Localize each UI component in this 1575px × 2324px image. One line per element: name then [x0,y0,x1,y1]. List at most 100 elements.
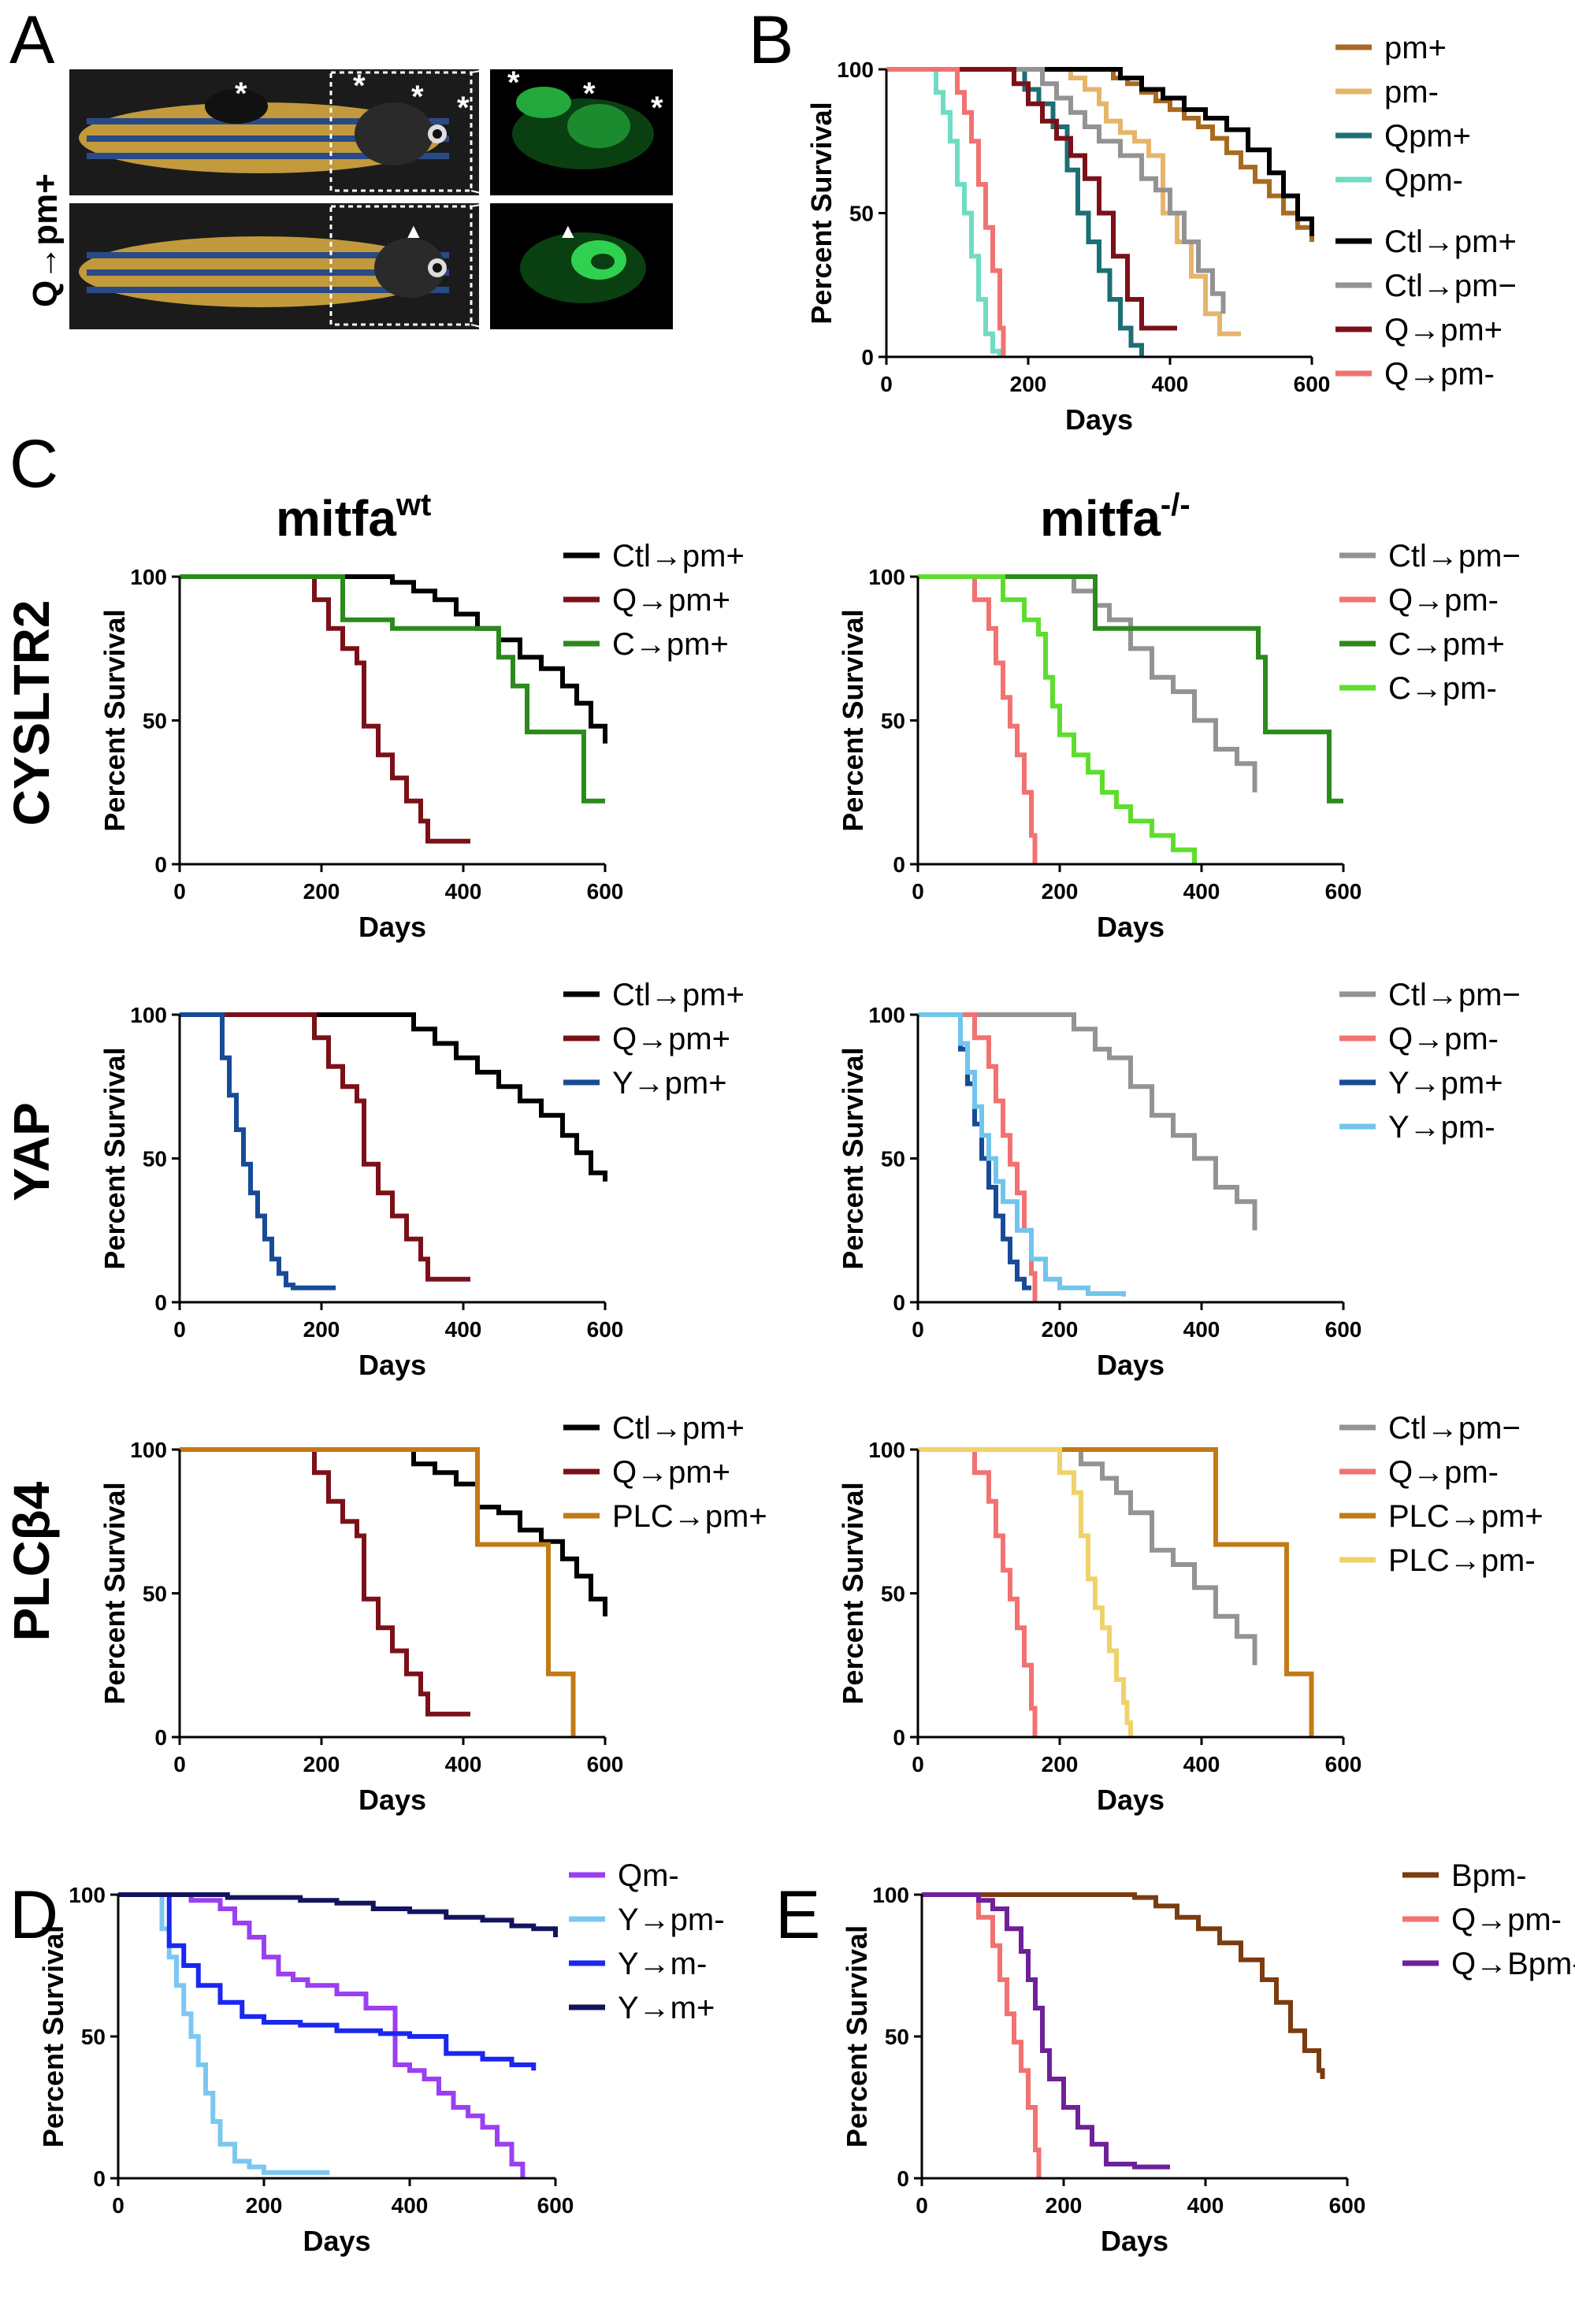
chart-b-legend-label: pm- [1384,75,1439,110]
panel-c-letter: C [9,426,58,502]
chart-b-legend-label: pm+ [1384,31,1447,65]
chart-c-yap-wt-x-tick-label: 400 [445,1317,482,1342]
chart-c-plcb4-wt-x-tick-label: 200 [303,1752,340,1776]
chart-c-yap-wt-legend-label: Q→pm+ [612,1022,730,1056]
column-header-wt: mitfawt [276,488,431,547]
chart-c-yap-wt-x-axis-title: Days [358,1349,426,1381]
chart-b-legend-label: Q→pm- [1384,357,1495,392]
chart-d-x-axis-title: Days [303,2225,370,2257]
panel-e-letter: E [775,1877,820,1953]
chart-c-plcb4-mut-x-tick-label: 200 [1042,1752,1079,1776]
chart-c-yap-mut-x-tick-label: 600 [1325,1317,1362,1342]
chart-d-legend-label: Y→m+ [618,1991,715,2025]
chart-b-series-line-7 [886,67,1006,357]
chart-c-cysltr2-wt-x-axis-title: Days [358,911,426,943]
chart-d-y-axis-title: Percent Survival [37,1925,69,2148]
asterisk-marker: * [457,91,470,125]
chart-b-x-tick-label: 200 [1010,372,1047,396]
chart-e-series-line-0 [922,1892,1325,2079]
chart-c-plcb4-wt-y-tick-label: 50 [143,1582,167,1606]
chart-c-yap-wt-x-tick-label: 200 [303,1317,340,1342]
panel-a-letter: A [9,2,55,78]
chart-c-cysltr2-mut-legend-label: C→pm+ [1388,627,1505,662]
chart-c-plcb4-mut-y-tick-label: 100 [868,1438,905,1462]
chart-d-series-line-0 [118,1892,526,2178]
chart-b-x-axis-title: Days [1065,403,1133,436]
chart-c-plcb4-wt-x-tick-label: 0 [173,1752,186,1776]
chart-c-cysltr2-wt-legend-label: Q→pm+ [612,583,730,618]
chart-d-series-line-2 [118,1892,537,2071]
chart-b-legend-label: Ctl→pm− [1384,269,1517,303]
chart-c-plcb4-mut-x-axis-title: Days [1097,1784,1165,1816]
chart-b-series-line-1 [886,67,1241,336]
chart-c-cysltr2-wt-series-line-2 [180,574,605,804]
chart-b-legend-label: Ctl→pm+ [1384,225,1517,259]
chart-b-series-line-3 [886,67,1002,357]
chart-c-cysltr2-mut-x-tick-label: 0 [912,879,924,904]
arrowhead-marker: ▲ [403,219,424,243]
chart-c-cysltr2-wt-x-tick-label: 0 [173,879,186,904]
column-header-superscript: -/- [1161,488,1191,522]
chart-c-plcb4-mut-series-line-3 [918,1447,1133,1737]
chart-c-cysltr2-wt-x-tick-label: 200 [303,879,340,904]
chart-c-cysltr2-wt-y-tick-label: 100 [130,565,167,589]
chart-b-x-tick-label: 0 [880,372,893,396]
chart-c-plcb4-wt-series-line-0 [180,1447,607,1617]
chart-c-plcb4-wt-x-tick-label: 400 [445,1752,482,1776]
chart-e-x-axis-title: Days [1101,2225,1168,2257]
chart-c-plcb4-mut-legend-label: Q→pm- [1388,1455,1499,1490]
chart-c-cysltr2-wt-x-tick-label: 600 [587,879,624,904]
asterisk-marker: * [507,65,520,100]
chart-c-yap-wt-legend-label: Y→pm+ [612,1066,727,1101]
chart-d-series-line-3 [118,1892,558,1937]
chart-c-yap-mut-legend-label: Ctl→pm− [1388,978,1521,1012]
chart-c-yap-mut-x-tick-label: 400 [1183,1317,1220,1342]
chart-c-yap-wt-series-line-1 [180,1012,470,1282]
chart-c-yap-wt-series-line-2 [180,1012,336,1290]
chart-c-cysltr2-mut-legend-label: Q→pm- [1388,583,1499,618]
chart-b-y-tick-label: 0 [861,345,874,369]
chart-b-legend-label: Qpm- [1384,163,1463,198]
chart-c-yap-mut-legend-label: Y→pm+ [1388,1066,1503,1101]
chart-c-cysltr2-mut-y-axis-title: Percent Survival [837,609,869,831]
chart-d-legend-label: Y→pm- [618,1903,725,1937]
chart-d-y-tick-label: 50 [81,2025,106,2049]
chart-d-legend-label: Qm- [618,1858,679,1893]
chart-b-series-line-5 [886,67,1226,314]
chart-c-yap-wt-y-axis-title: Percent Survival [98,1047,131,1269]
chart-d-x-tick-label: 600 [537,2193,574,2218]
survival-chart-c-cysltr2-mitfa-null: 0 200 400 600 0 50 100 Days Percent Survival Ctl→… [837,539,1521,943]
chart-c-yap-mut-legend-label: Y→pm- [1388,1110,1495,1145]
chart-c-yap-mut-y-tick-label: 50 [881,1147,905,1171]
chart-e-y-tick-label: 0 [897,2166,909,2191]
panel-a: A Q→pm+ [9,2,673,330]
chart-c-cysltr2-wt-legend-label: Ctl→pm+ [612,539,745,574]
chart-c-plcb4-wt-legend-label: PLC→pm+ [612,1499,767,1534]
chart-c-plcb4-mut-series-line-0 [918,1447,1257,1665]
chart-c-yap-mut-x-axis-title: Days [1097,1349,1165,1381]
survival-chart-d: 0 200 400 600 0 50 100 Days Percent Survival Qm- Y… [37,1858,725,2257]
chart-c-yap-wt-x-tick-label: 600 [587,1317,624,1342]
chart-c-yap-wt-y-tick-label: 50 [143,1147,167,1171]
chart-e-y-tick-label: 50 [885,2025,909,2049]
chart-c-cysltr2-mut-y-tick-label: 100 [868,565,905,589]
chart-b-series-line-4 [886,67,1314,236]
chart-c-plcb4-wt-legend-label: Q→pm+ [612,1455,730,1490]
survival-chart-b: 0 200 400 600 0 50 100 Days Percent Survival pm+ p… [805,31,1517,436]
chart-c-yap-mut-x-tick-label: 0 [912,1317,924,1342]
chart-b-y-axis-title: Percent Survival [805,102,838,324]
chart-c-yap-mut-x-tick-label: 200 [1042,1317,1079,1342]
asterisk-marker: * [235,76,247,111]
asterisk-marker: * [583,76,596,111]
chart-c-plcb4-mut-y-tick-label: 0 [893,1725,905,1750]
chart-c-plcb4-wt-legend-label: Ctl→pm+ [612,1411,745,1446]
chart-b-series-line-2 [886,67,1144,357]
survival-chart-c-yap-mitfa-null: 0 200 400 600 0 50 100 Days Percent Survival Ctl→… [837,978,1521,1381]
panel-b-letter: B [748,2,793,78]
fluorescence-photo-bottom [490,203,673,329]
chart-c-cysltr2-mut-x-tick-label: 400 [1183,879,1220,904]
chart-c-yap-mut-series-line-3 [918,1012,1126,1297]
chart-c-cysltr2-mut-x-tick-label: 200 [1042,879,1079,904]
chart-e-x-tick-label: 400 [1187,2193,1224,2218]
